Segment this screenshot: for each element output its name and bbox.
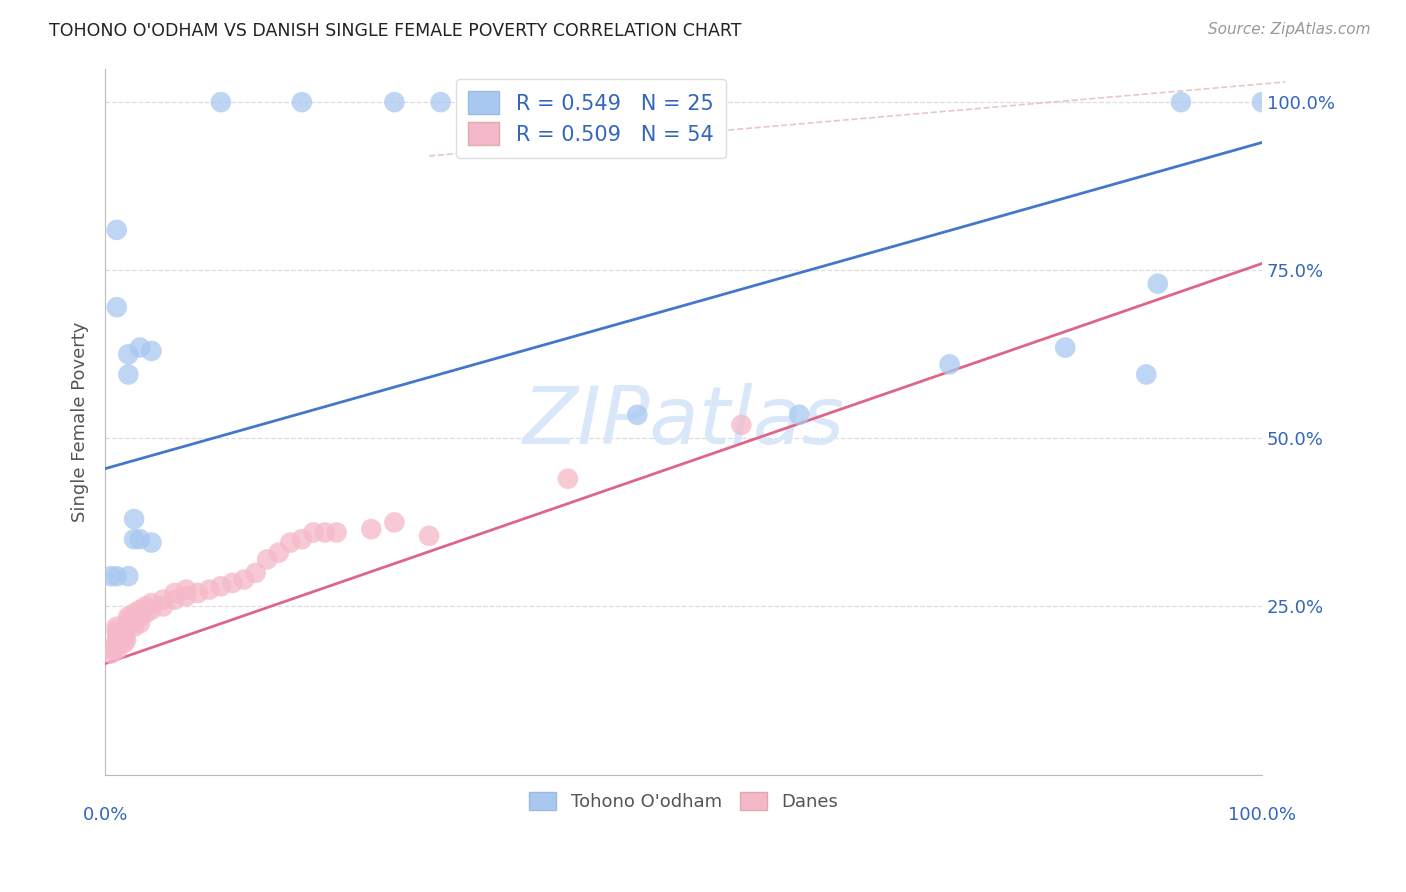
- Point: [221, 576, 243, 591]
- Point: [1135, 368, 1157, 382]
- Point: [135, 606, 157, 620]
- Point: [418, 529, 440, 543]
- Point: [325, 525, 347, 540]
- Point: [198, 582, 221, 597]
- Point: [115, 633, 138, 648]
- Point: [360, 522, 382, 536]
- Point: [117, 368, 139, 382]
- Point: [730, 417, 752, 432]
- Point: [429, 95, 451, 110]
- Text: 0.0%: 0.0%: [83, 806, 128, 824]
- Point: [105, 623, 128, 637]
- Point: [129, 603, 152, 617]
- Point: [129, 533, 152, 547]
- Point: [111, 626, 134, 640]
- Point: [105, 223, 128, 237]
- Point: [105, 569, 128, 583]
- Legend: Tohono O'odham, Danes: Tohono O'odham, Danes: [522, 785, 845, 819]
- Point: [384, 95, 406, 110]
- Point: [129, 616, 152, 631]
- Point: [1170, 95, 1192, 110]
- Point: [110, 633, 132, 648]
- Point: [117, 613, 139, 627]
- Text: TOHONO O'ODHAM VS DANISH SINGLE FEMALE POVERTY CORRELATION CHART: TOHONO O'ODHAM VS DANISH SINGLE FEMALE P…: [49, 22, 742, 40]
- Point: [787, 408, 810, 422]
- Point: [122, 533, 145, 547]
- Point: [384, 516, 406, 530]
- Point: [291, 533, 314, 547]
- Point: [267, 546, 290, 560]
- Point: [105, 300, 128, 314]
- Point: [141, 535, 163, 549]
- Point: [129, 609, 152, 624]
- Point: [108, 636, 131, 650]
- Point: [1146, 277, 1168, 291]
- Point: [256, 552, 278, 566]
- Point: [114, 630, 136, 644]
- Point: [122, 512, 145, 526]
- Point: [105, 633, 128, 648]
- Point: [117, 569, 139, 583]
- Point: [100, 569, 122, 583]
- Point: [100, 647, 122, 661]
- Point: [152, 592, 174, 607]
- Point: [117, 616, 139, 631]
- Point: [105, 620, 128, 634]
- Point: [111, 630, 134, 644]
- Point: [163, 592, 186, 607]
- Point: [117, 347, 139, 361]
- Point: [557, 472, 579, 486]
- Point: [112, 636, 135, 650]
- Point: [105, 636, 128, 650]
- Point: [103, 640, 125, 654]
- Point: [278, 535, 301, 549]
- Point: [626, 408, 648, 422]
- Point: [1054, 341, 1077, 355]
- Point: [174, 582, 197, 597]
- Point: [209, 579, 232, 593]
- Point: [135, 599, 157, 614]
- Point: [938, 358, 960, 372]
- Point: [129, 341, 152, 355]
- Point: [233, 573, 256, 587]
- Point: [302, 525, 325, 540]
- Text: Source: ZipAtlas.com: Source: ZipAtlas.com: [1208, 22, 1371, 37]
- Point: [141, 596, 163, 610]
- Point: [209, 95, 232, 110]
- Point: [103, 643, 125, 657]
- Y-axis label: Single Female Poverty: Single Female Poverty: [72, 321, 89, 522]
- Point: [117, 620, 139, 634]
- Text: 100.0%: 100.0%: [1227, 806, 1296, 824]
- Point: [152, 599, 174, 614]
- Point: [122, 606, 145, 620]
- Point: [105, 626, 128, 640]
- Point: [1251, 95, 1274, 110]
- Point: [187, 586, 209, 600]
- Point: [291, 95, 314, 110]
- Point: [174, 590, 197, 604]
- Point: [141, 343, 163, 358]
- Point: [105, 643, 128, 657]
- Text: ZIPatlas: ZIPatlas: [523, 383, 845, 460]
- Point: [117, 609, 139, 624]
- Point: [163, 586, 186, 600]
- Point: [314, 525, 336, 540]
- Point: [122, 616, 145, 631]
- Point: [245, 566, 267, 580]
- Point: [122, 620, 145, 634]
- Point: [141, 603, 163, 617]
